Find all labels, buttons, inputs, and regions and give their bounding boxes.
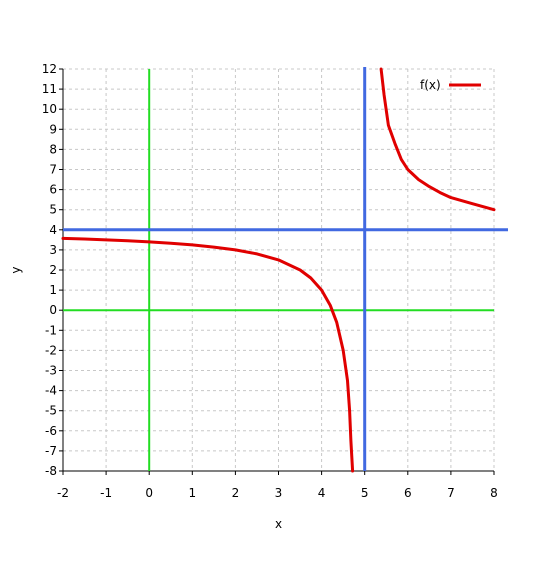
y-tick-label: -2	[45, 343, 57, 357]
y-tick-label: 7	[49, 163, 57, 177]
x-tick-labels: -2 -1 0 1 2 3 4 5 6 7 8	[57, 471, 498, 500]
y-tick-label: 6	[49, 183, 57, 197]
x-tick-label: 4	[318, 486, 326, 500]
y-tick-label: 3	[49, 243, 57, 257]
y-tick-label: -7	[45, 444, 57, 458]
x-tick-label: 2	[232, 486, 240, 500]
grid	[62, 68, 495, 472]
y-tick-label: 5	[49, 203, 57, 217]
y-tick-label: -5	[45, 404, 57, 418]
y-tick-label: 9	[49, 122, 57, 136]
x-tick-label: 5	[361, 486, 369, 500]
x-tick-label: 3	[275, 486, 283, 500]
series-line-segment	[379, 67, 496, 212]
y-tick-label: 0	[49, 303, 57, 317]
x-tick-label: 7	[447, 486, 455, 500]
x-tick-label: 6	[404, 486, 412, 500]
series	[61, 67, 496, 473]
legend-label: f(x)	[420, 78, 441, 92]
y-axis-title: y	[9, 266, 23, 273]
y-tick-label: 11	[42, 82, 57, 96]
y-tick-label: -8	[45, 464, 57, 478]
x-tick-label: 1	[188, 486, 196, 500]
y-tick-label: -4	[45, 384, 57, 398]
y-tick-label: -6	[45, 424, 57, 438]
reference-lines	[63, 67, 508, 471]
legend: f(x)	[420, 78, 481, 92]
y-tick-label: 8	[49, 142, 57, 156]
x-tick-label: -2	[57, 486, 69, 500]
x-tick-label: -1	[100, 486, 112, 500]
series-line-segment	[61, 236, 355, 473]
y-tick-label: 2	[49, 263, 57, 277]
y-tick-label: -3	[45, 364, 57, 378]
y-tick-label: -1	[45, 323, 57, 337]
y-tick-label: 12	[42, 62, 57, 76]
y-tick-label: 10	[42, 102, 57, 116]
x-tick-label: 0	[145, 486, 153, 500]
y-tick-label: 4	[49, 223, 57, 237]
x-tick-label: 8	[490, 486, 498, 500]
x-axis-title: x	[275, 517, 282, 531]
y-tick-label: 1	[49, 283, 57, 297]
